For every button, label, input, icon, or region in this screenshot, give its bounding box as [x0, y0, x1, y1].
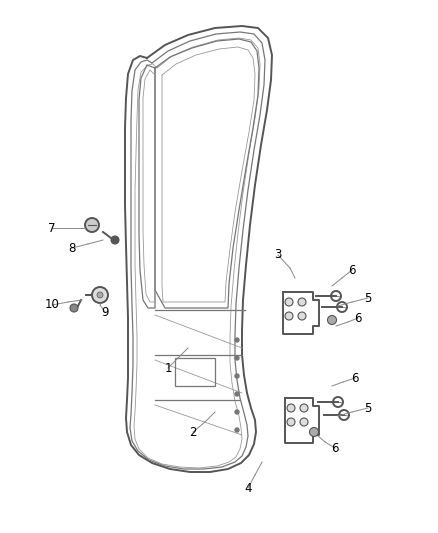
Circle shape	[298, 298, 306, 306]
Text: 10: 10	[45, 298, 60, 311]
Bar	[175, 358, 215, 386]
Circle shape	[300, 404, 308, 412]
Circle shape	[310, 427, 318, 437]
Circle shape	[85, 218, 99, 232]
Circle shape	[287, 404, 295, 412]
Circle shape	[298, 312, 306, 320]
Circle shape	[285, 298, 293, 306]
Text: 5: 5	[364, 401, 372, 415]
Text: 6: 6	[351, 372, 359, 384]
Text: 6: 6	[354, 311, 362, 325]
Text: 1: 1	[164, 361, 172, 375]
Text: 5: 5	[364, 292, 372, 304]
Circle shape	[328, 316, 336, 325]
Text: 2: 2	[189, 425, 197, 439]
Text: 4: 4	[244, 481, 252, 495]
Text: 7: 7	[48, 222, 56, 235]
Text: 8: 8	[68, 241, 76, 254]
Circle shape	[300, 418, 308, 426]
Text: 3: 3	[274, 248, 282, 262]
Circle shape	[235, 392, 239, 396]
Circle shape	[235, 428, 239, 432]
Text: 9: 9	[101, 305, 109, 319]
Circle shape	[287, 418, 295, 426]
Text: 6: 6	[331, 441, 339, 455]
Circle shape	[97, 292, 103, 298]
Circle shape	[92, 287, 108, 303]
Circle shape	[111, 236, 119, 244]
Circle shape	[235, 338, 239, 342]
Text: 6: 6	[348, 263, 356, 277]
Circle shape	[235, 410, 239, 414]
Circle shape	[235, 356, 239, 360]
Circle shape	[285, 312, 293, 320]
Circle shape	[235, 374, 239, 378]
Circle shape	[70, 304, 78, 312]
